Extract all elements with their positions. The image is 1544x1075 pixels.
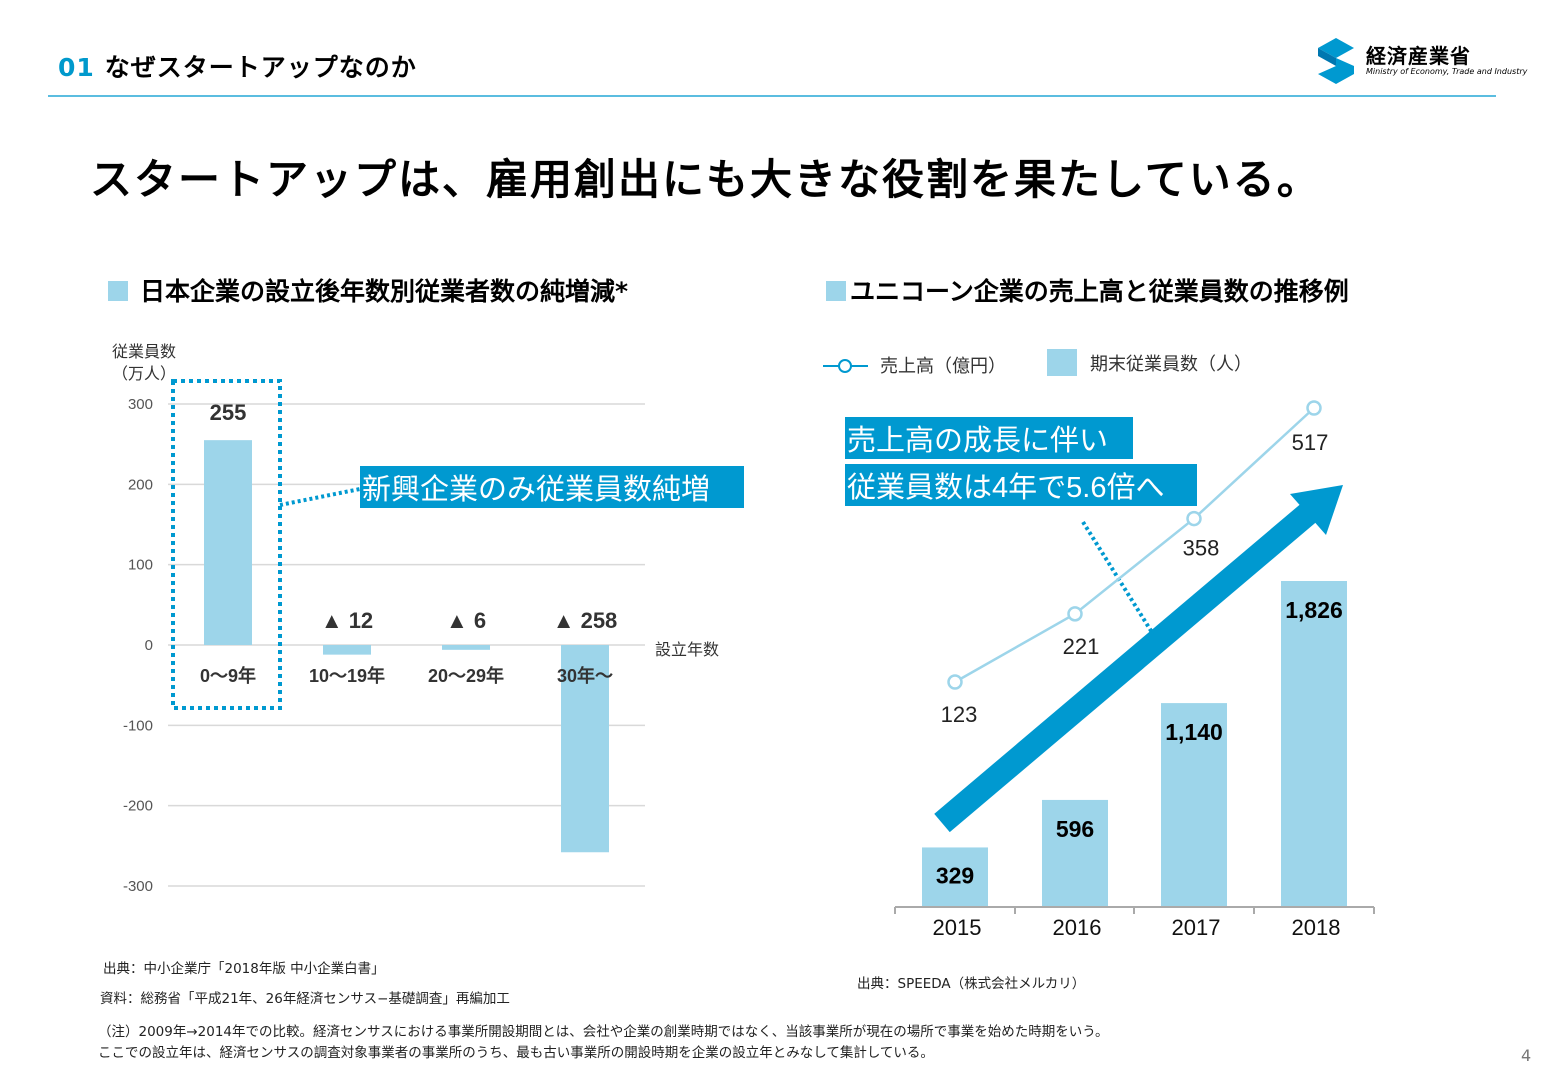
y-tick-label: 100 [128, 557, 153, 574]
line-data-label: 221 [1063, 634, 1100, 659]
legend: 売上高（億円） 期末従業員数（人） [823, 349, 1252, 376]
y-axis-label-line2: （万人） [112, 365, 176, 383]
y-tick-label: 300 [128, 396, 153, 413]
callout-text-line1: 売上高の成長に伴い [847, 424, 1108, 457]
x-tick-label: 2016 [1053, 915, 1102, 940]
footnote-1: （注）2009年→2014年での比較。経済センサスにおける事業所開設期間とは、会… [98, 1024, 1109, 1040]
line-point [1186, 510, 1202, 527]
right-source-note: 出典：SPEEDA（株式会社メルカリ） [857, 976, 1086, 992]
section-title: なぜスタートアップなのか [104, 53, 417, 82]
legend-marker-icon [838, 359, 852, 373]
right-chart-title: ユニコーン企業の売上高と従業員数の推移例 [826, 272, 1349, 308]
bar [204, 440, 252, 645]
y-tick-label: -100 [123, 717, 153, 734]
data-label: ▲ 12 [321, 608, 373, 633]
line-point [947, 674, 963, 690]
left-source-note: 出典：中小企業庁「2018年版 中小企業白書」 [103, 961, 385, 977]
footnote-2: ここでの設立年は、経済センサスの調査対象事業者の事業所のうち、最も古い事業所の開… [98, 1045, 934, 1061]
data-label: 255 [210, 400, 247, 425]
growth-arrow-icon [934, 485, 1343, 833]
y-axis-label-line1: 従業員数 [112, 343, 176, 361]
bar [561, 645, 609, 853]
section-number: 01 [58, 53, 95, 82]
x-tick-label: 10〜19年 [309, 665, 385, 686]
logo-english: Ministry of Economy, Trade and Industry [1366, 67, 1528, 76]
meti-logo: 経済産業省 Ministry of Economy, Trade and Ind… [1314, 36, 1527, 86]
legend-bar-swatch [1047, 349, 1077, 376]
right-chart-title-text: ユニコーン企業の売上高と従業員数の推移例 [850, 277, 1349, 306]
header-rule [48, 95, 1496, 97]
bar [922, 847, 988, 906]
line-data-label: 358 [1183, 536, 1220, 561]
highlight-dotted-box [171, 379, 282, 710]
callout-connector [279, 487, 361, 507]
callout-box [360, 466, 744, 508]
revenue-line [954, 407, 1315, 684]
meti-logo-icon [1318, 38, 1354, 84]
line-data-label: 123 [941, 702, 978, 727]
left-chart-title: 日本企業の設立後年数別従業者数の純増減* [108, 272, 628, 308]
x-tick-label: 30年〜 [557, 665, 613, 686]
page-title: スタートアップは、雇用創出にも大きな役割を果たしている。 [90, 155, 1321, 204]
left-chart-title-text: 日本企業の設立後年数別従業者数の純増減* [140, 277, 629, 306]
x-tick-label: 20〜29年 [428, 665, 504, 686]
line-data-label: 517 [1292, 430, 1329, 455]
bar [1042, 799, 1108, 906]
logo-japanese: 経済産業省 [1366, 44, 1471, 68]
x-tick-label: 2017 [1172, 915, 1221, 940]
section-heading: 01 なぜスタートアップなのか [58, 48, 417, 84]
data-label: ▲ 6 [446, 608, 486, 633]
bar-data-label: 329 [936, 862, 974, 888]
left-data-note: 資料：総務省「平成21年、26年経済センサス−基礎調査」再編加工 [100, 991, 510, 1007]
y-tick-label: 200 [128, 476, 153, 493]
bar-data-label: 596 [1056, 816, 1094, 842]
y-tick-label: -300 [123, 878, 153, 895]
line-point [1306, 400, 1322, 416]
x-tick-label: 0〜9年 [200, 665, 256, 686]
bar [442, 645, 490, 650]
bar [1281, 581, 1347, 906]
y-tick-label: 0 [145, 637, 153, 654]
bar [323, 645, 371, 655]
callout-text-line2: 従業員数は4年で5.6倍へ [847, 471, 1164, 504]
legend-bar-label: 期末従業員数（人） [1090, 354, 1252, 374]
bar [1161, 703, 1227, 906]
data-label: ▲ 258 [553, 608, 618, 633]
x-tick-label: 2018 [1292, 915, 1341, 940]
callout-text: 新興企業のみ従業員数純増 [362, 473, 710, 506]
page-number: 4 [1521, 1046, 1532, 1065]
callout-box-line2 [845, 464, 1197, 506]
bar-data-label: 1,826 [1285, 597, 1343, 623]
x-tick-label: 2015 [933, 915, 982, 940]
legend-line-label: 売上高（億円） [880, 356, 1006, 376]
line-point [1067, 606, 1083, 622]
title-square-icon [826, 281, 846, 301]
y-tick-label: -200 [123, 798, 153, 815]
x-axis-label: 設立年数 [655, 641, 719, 659]
callout-box-line1 [845, 417, 1133, 459]
title-square-icon [108, 281, 128, 301]
bar-data-label: 1,140 [1165, 719, 1223, 745]
